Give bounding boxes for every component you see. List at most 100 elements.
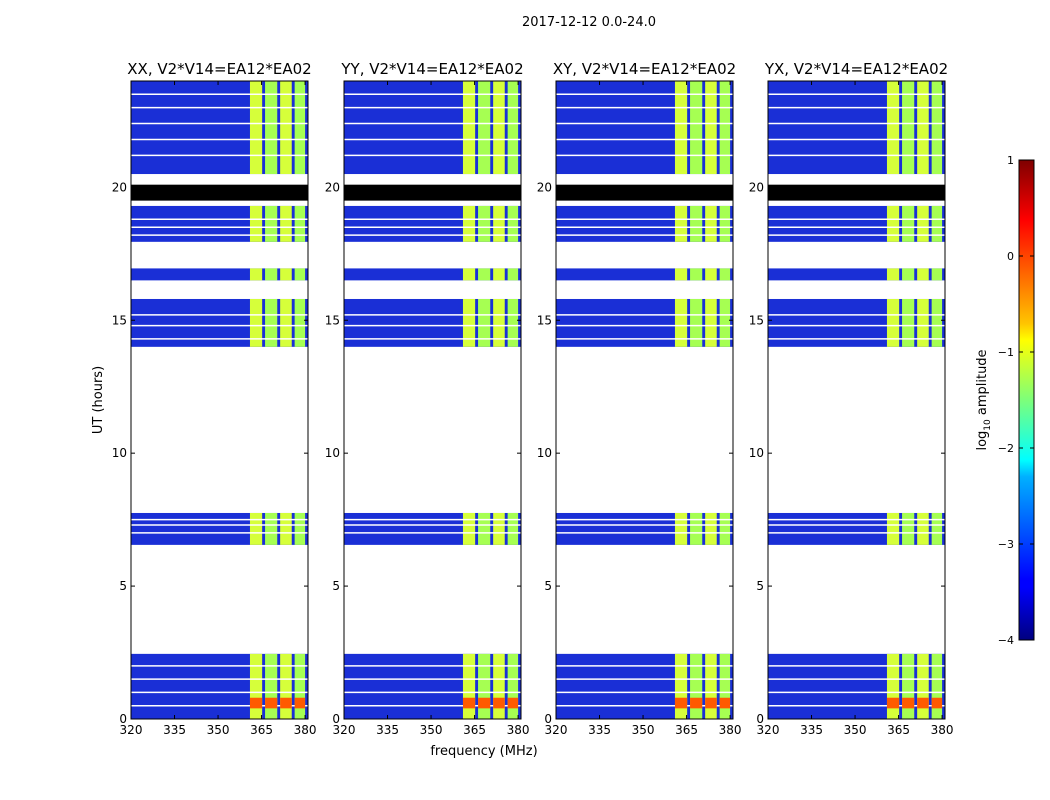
y-tick-label: 10 [537,446,552,460]
colorbar-tick-label: −2 [998,442,1014,455]
band-segment [690,298,703,347]
peak-emission [902,697,915,709]
band-segment [886,298,900,347]
band-segment [462,268,476,281]
band-segment [917,298,929,347]
band-segment [478,81,491,175]
x-tick-label: 380 [294,723,317,737]
data-block [131,653,308,719]
y-tick-label: 20 [325,180,340,194]
peak-emission [280,697,292,709]
band-segment [462,298,476,347]
band-segment [674,268,688,281]
colorbar-tick-label: 0 [1007,250,1014,263]
panel-frame [343,80,522,720]
band-segment [478,512,491,545]
band-segment [280,268,292,281]
x-tick-label: 380 [931,723,954,737]
x-tick-label: 320 [120,723,143,737]
x-tick-label: 365 [675,723,698,737]
colorbar-tick-label: −3 [998,538,1014,551]
y-tick-label: 5 [544,579,552,593]
colorbar-gradient [1018,159,1035,641]
x-tick-label: 350 [844,723,867,737]
band-segment [705,298,717,347]
x-tick-label: 350 [420,723,443,737]
band-segment [674,653,688,719]
data-block [344,268,521,281]
y-tick-label: 5 [332,579,340,593]
y-tick-label: 20 [112,180,127,194]
band-segment [931,653,943,719]
peak-emission [478,697,491,709]
x-tick-label: 335 [163,723,186,737]
panels: XX, V2*V14=EA12*EA02 320 335 350 365 380 0 5 10 1… [112,60,954,737]
flagged-block [131,184,308,201]
band-segment [917,512,929,545]
y-tick-label: 15 [537,313,552,327]
band-segment [265,512,278,545]
band-segment [931,81,943,175]
y-tick-label: 0 [544,712,552,726]
colorbar-label-sub: 10 [983,419,993,431]
band-segment [294,298,306,347]
data-block [131,512,308,545]
band-segment [265,268,278,281]
y-tick-label: 20 [749,180,764,194]
x-tick-label: 350 [207,723,230,737]
band-segment [294,205,306,242]
band-segment [507,512,519,545]
band-segment [705,205,717,242]
band-segment [294,81,306,175]
data-block [768,512,945,545]
x-tick-label: 365 [463,723,486,737]
y-tick-label: 10 [112,446,127,460]
x-tick-label: 365 [887,723,910,737]
peak-emission [674,697,688,709]
band-segment [280,205,292,242]
band-segment [478,298,491,347]
x-tick-label: 350 [632,723,655,737]
band-segment [690,512,703,545]
band-segment [280,653,292,719]
panel-title: YX, V2*V14=EA12*EA02 [764,60,948,78]
band-segment [249,205,263,242]
data-block [131,81,308,175]
y-tick-label: 15 [749,313,764,327]
data-block [556,653,733,719]
data-block [131,268,308,281]
band-segment [886,205,900,242]
band-segment [917,268,929,281]
band-segment [493,512,505,545]
peak-emission [265,697,278,709]
band-segment [478,268,491,281]
band-segment [902,512,915,545]
band-segment [902,298,915,347]
peak-emission [249,697,263,709]
data-block [768,268,945,281]
band-segment [674,81,688,175]
y-tick-label: 0 [332,712,340,726]
x-tick-label: 320 [545,723,568,737]
band-segment [294,653,306,719]
band-segment [462,81,476,175]
band-segment [462,205,476,242]
peak-emission [690,697,703,709]
band-segment [917,653,929,719]
colorbar-label-rest: amplitude [975,349,990,419]
band-segment [705,268,717,281]
x-tick-label: 380 [507,723,530,737]
band-segment [674,205,688,242]
band-segment [902,653,915,719]
peak-emission [462,697,476,709]
band-segment [507,653,519,719]
y-tick-label: 15 [325,313,340,327]
panel-title: YY, V2*V14=EA12*EA02 [340,60,523,78]
band-segment [280,298,292,347]
panel-frame [555,80,734,720]
peak-emission [719,697,731,709]
band-segment [705,653,717,719]
y-tick-label: 0 [756,712,764,726]
band-segment [931,205,943,242]
